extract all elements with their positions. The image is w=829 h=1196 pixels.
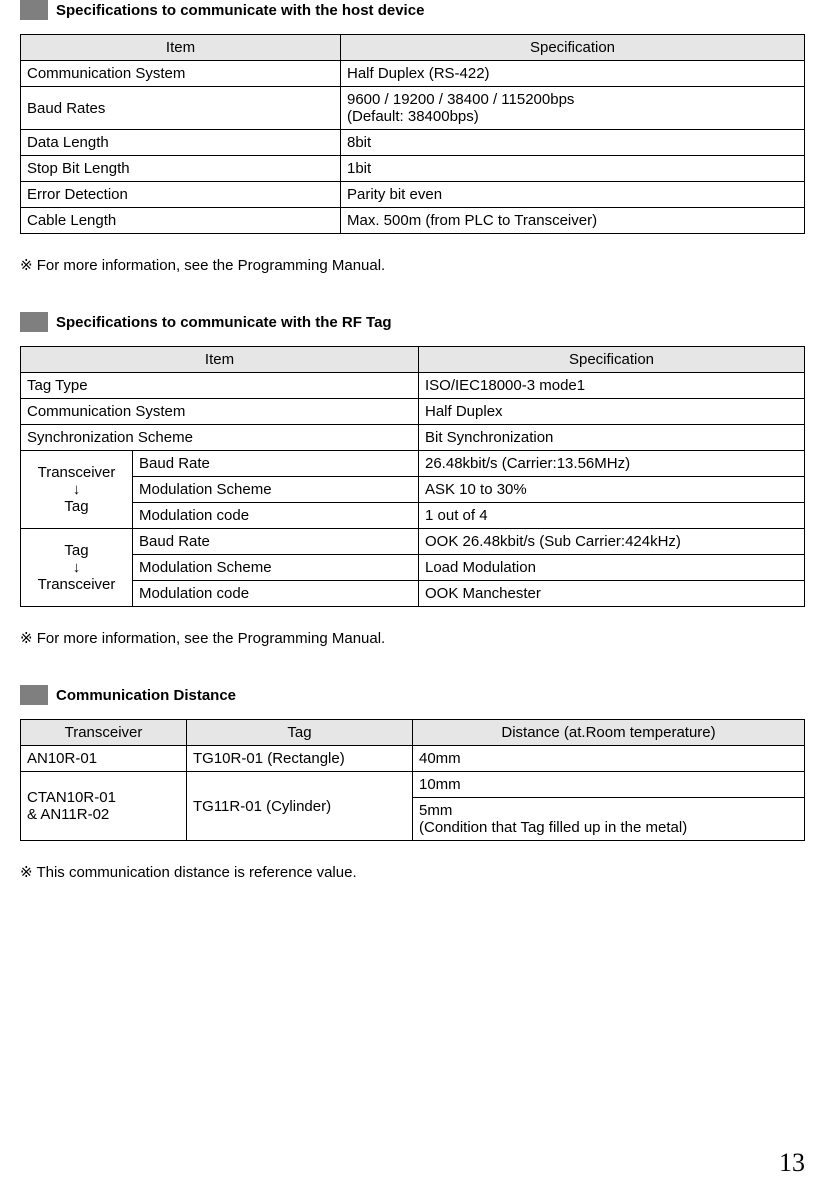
table-comm-distance: Transceiver Tag Distance (at.Room temper… (20, 719, 805, 841)
section-title-host: Specifications to communicate with the h… (56, 2, 424, 19)
th-item: Item (21, 347, 419, 373)
th-spec: Specification (419, 347, 805, 373)
table-row: Modulation code1 out of 4 (21, 503, 805, 529)
table-row: Communication SystemHalf Duplex (21, 399, 805, 425)
table-row: Communication SystemHalf Duplex (RS-422) (21, 61, 805, 87)
table-row: Modulation SchemeASK 10 to 30% (21, 477, 805, 503)
table-row: Synchronization SchemeBit Synchronizatio… (21, 425, 805, 451)
cell: Data Length (21, 130, 341, 156)
dir-line: Tag (27, 498, 126, 515)
cell: Half Duplex (419, 399, 805, 425)
cell: Modulation Scheme (133, 555, 419, 581)
cell: Tag Type (21, 373, 419, 399)
direction-cell-b: Tag ↓ Transceiver (21, 529, 133, 607)
cell: Modulation code (133, 503, 419, 529)
dir-line: Transceiver (27, 576, 126, 593)
table-header-row: Item Specification (21, 35, 805, 61)
cell: Error Detection (21, 182, 341, 208)
cell: Baud Rate (133, 529, 419, 555)
cell: 26.48kbit/s (Carrier:13.56MHz) (419, 451, 805, 477)
table-header-row: Transceiver Tag Distance (at.Room temper… (21, 720, 805, 746)
note-host: ※ For more information, see the Programm… (20, 256, 805, 274)
cell: 1bit (341, 156, 805, 182)
cell: 5mm (Condition that Tag filled up in the… (413, 798, 805, 841)
cell: Communication System (21, 399, 419, 425)
table-row: Cable LengthMax. 500m (from PLC to Trans… (21, 208, 805, 234)
dir-line: Tag (27, 542, 126, 559)
table-row: Transceiver ↓ Tag Baud Rate26.48kbit/s (… (21, 451, 805, 477)
th-tag: Tag (187, 720, 413, 746)
cell: ISO/IEC18000-3 mode1 (419, 373, 805, 399)
table-row: Tag ↓ Transceiver Baud RateOOK 26.48kbit… (21, 529, 805, 555)
table-host-specs: Item Specification Communication SystemH… (20, 34, 805, 234)
cell: AN10R-01 (21, 746, 187, 772)
table-rftag-specs: Item Specification Tag TypeISO/IEC18000-… (20, 346, 805, 607)
th-item: Item (21, 35, 341, 61)
th-transceiver: Transceiver (21, 720, 187, 746)
page-number: 13 (779, 1148, 805, 1178)
cell: 9600 / 19200 / 38400 / 115200bps (Defaul… (341, 87, 805, 130)
cell: 10mm (413, 772, 805, 798)
cell: Load Modulation (419, 555, 805, 581)
cell: Modulation Scheme (133, 477, 419, 503)
dir-line: ↓ (27, 481, 126, 498)
note-rftag: ※ For more information, see the Programm… (20, 629, 805, 647)
th-spec: Specification (341, 35, 805, 61)
table-row: Modulation codeOOK Manchester (21, 581, 805, 607)
cell: ASK 10 to 30% (419, 477, 805, 503)
table-row: Tag TypeISO/IEC18000-3 mode1 (21, 373, 805, 399)
heading-square-icon (20, 312, 48, 332)
cell: Parity bit even (341, 182, 805, 208)
cell: OOK Manchester (419, 581, 805, 607)
cell: Half Duplex (RS-422) (341, 61, 805, 87)
cell: 40mm (413, 746, 805, 772)
table-row: Error DetectionParity bit even (21, 182, 805, 208)
table-row: Modulation SchemeLoad Modulation (21, 555, 805, 581)
table-row: Data Length8bit (21, 130, 805, 156)
th-distance: Distance (at.Room temperature) (413, 720, 805, 746)
section-heading-host: Specifications to communicate with the h… (20, 0, 805, 20)
heading-square-icon (20, 0, 48, 20)
section-heading-distance: Communication Distance (20, 685, 805, 705)
cell: CTAN10R-01 & AN11R-02 (21, 772, 187, 841)
cell: Stop Bit Length (21, 156, 341, 182)
table-header-row: Item Specification (21, 347, 805, 373)
table-row: AN10R-01 TG10R-01 (Rectangle) 40mm (21, 746, 805, 772)
cell: Max. 500m (from PLC to Transceiver) (341, 208, 805, 234)
heading-square-icon (20, 685, 48, 705)
table-row: Baud Rates9600 / 19200 / 38400 / 115200b… (21, 87, 805, 130)
cell: Bit Synchronization (419, 425, 805, 451)
direction-cell-a: Transceiver ↓ Tag (21, 451, 133, 529)
dir-line: ↓ (27, 559, 126, 576)
cell: TG10R-01 (Rectangle) (187, 746, 413, 772)
cell: 1 out of 4 (419, 503, 805, 529)
cell: TG11R-01 (Cylinder) (187, 772, 413, 841)
cell: Cable Length (21, 208, 341, 234)
cell: OOK 26.48kbit/s (Sub Carrier:424kHz) (419, 529, 805, 555)
note-distance: ※ This communication distance is referen… (20, 863, 805, 881)
table-row: CTAN10R-01 & AN11R-02 TG11R-01 (Cylinder… (21, 772, 805, 798)
section-title-rftag: Specifications to communicate with the R… (56, 314, 392, 331)
table-row: Stop Bit Length1bit (21, 156, 805, 182)
cell: Baud Rate (133, 451, 419, 477)
cell: Baud Rates (21, 87, 341, 130)
cell: Synchronization Scheme (21, 425, 419, 451)
section-title-distance: Communication Distance (56, 687, 236, 704)
cell: 8bit (341, 130, 805, 156)
dir-line: Transceiver (27, 464, 126, 481)
cell: Modulation code (133, 581, 419, 607)
cell: Communication System (21, 61, 341, 87)
section-heading-rftag: Specifications to communicate with the R… (20, 312, 805, 332)
